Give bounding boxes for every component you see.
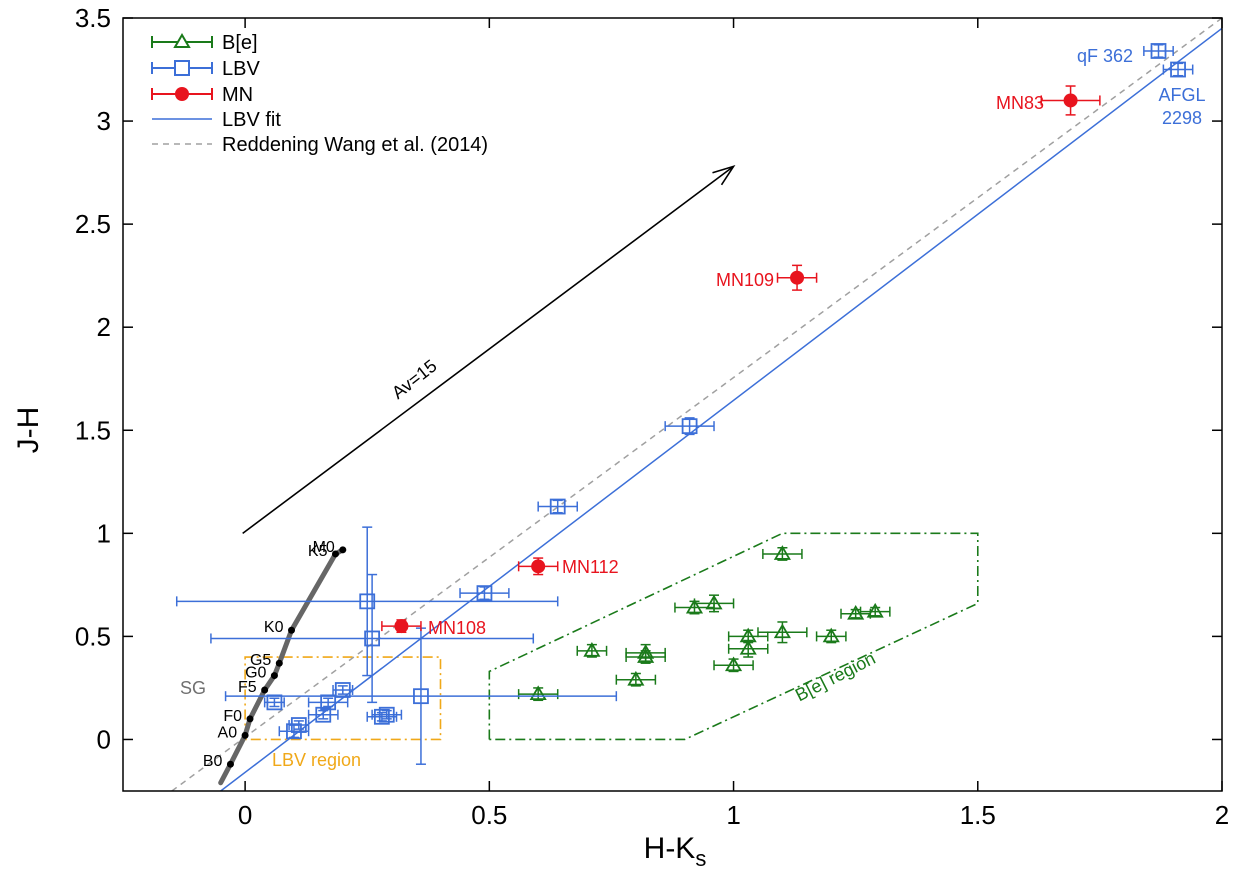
be-point-14	[859, 602, 891, 618]
x-tick-label: 1.5	[960, 800, 996, 830]
reddening-line	[171, 18, 1222, 791]
lbv-point-2	[288, 717, 310, 733]
annotation-lbv-region: LBV region	[272, 750, 361, 770]
sg-label-f5: F5	[238, 679, 257, 696]
legend-entry-mn: MN	[151, 84, 253, 106]
x-tick-label: 0	[238, 800, 252, 830]
sg-label-f0: F0	[223, 708, 242, 725]
y-tick-label: 0.5	[75, 621, 111, 651]
extinction-vector	[242, 165, 735, 534]
sg-sequence-line	[218, 547, 346, 786]
be-point-9	[727, 639, 769, 658]
sg-point-k5	[331, 550, 339, 558]
be-point-12	[815, 627, 847, 644]
annotation-mn109: MN109	[716, 270, 774, 290]
be-point-7	[713, 656, 754, 673]
be-point-1	[576, 642, 608, 658]
mn-point-1	[517, 557, 559, 576]
extinction-vector-label: Av=15	[388, 356, 441, 403]
legend-label-reddening: Reddening Wang et al. (2014)	[222, 134, 488, 156]
be-point-13	[840, 604, 872, 620]
sg-label-b0: B0	[203, 753, 223, 770]
sg-point-g5	[275, 659, 283, 667]
legend: B[e] LBV MN LBV fit Reddening Wang et al…	[151, 32, 488, 156]
lbv-point-9	[371, 706, 403, 723]
lbv-point-12	[537, 498, 579, 515]
y-tick-label: 0	[97, 724, 111, 754]
y-tick-label: 1.5	[75, 415, 111, 445]
sg-point-g0	[270, 672, 278, 680]
sg-label-k5: K5	[308, 543, 328, 560]
annotation-mn112: MN112	[562, 557, 619, 577]
legend-entry-reddening: Reddening Wang et al. (2014)	[152, 134, 488, 156]
sg-label-a0: A0	[218, 724, 238, 741]
lbv-point-15	[1162, 61, 1194, 78]
lbv-point-0	[263, 694, 285, 711]
lbv-point-11	[459, 585, 510, 602]
sg-label-g5: G5	[250, 652, 271, 669]
annotation-qf362: qF 362	[1077, 46, 1133, 66]
be-point-4	[625, 648, 666, 664]
legend-label-lbv: LBV	[222, 58, 260, 80]
legend-label-lbv-fit: LBV fit	[222, 109, 281, 131]
legend-label-mn: MN	[222, 84, 253, 106]
lbv-point-3	[307, 706, 339, 723]
annotation-be-region: B[e] region	[792, 648, 879, 705]
be-point-2	[615, 670, 657, 687]
lbv-point-5	[332, 682, 354, 698]
sg-label-m0: M0	[313, 539, 335, 556]
be-region-outline	[488, 532, 979, 741]
legend-label-be: B[e]	[222, 32, 258, 54]
annotation-mn83: MN83	[996, 93, 1044, 113]
lbv-point-6	[175, 526, 559, 677]
y-tick-label: 3.5	[75, 3, 111, 33]
sg-point-b0	[226, 760, 234, 768]
sg-label-k0: K0	[264, 619, 284, 636]
be-point-0	[517, 685, 559, 702]
lbv-point-14	[1143, 43, 1174, 59]
be-point-10	[757, 621, 808, 644]
lbv-point-7	[210, 573, 535, 704]
y-tick-label: 3	[97, 106, 111, 136]
extinction-vector-head	[712, 165, 736, 186]
mn-point-0	[381, 619, 422, 634]
mn-point-3	[1040, 85, 1101, 116]
y-tick-label: 2.5	[75, 209, 111, 239]
legend-entry-lbv-fit: LBV fit	[152, 109, 281, 131]
sg-point-f5	[261, 686, 269, 694]
y-tick-label: 2	[97, 312, 111, 342]
annotation-mn108: MN108	[428, 618, 486, 638]
annotation-sg: SG	[180, 678, 206, 698]
legend-entry-be: B[e]	[151, 32, 258, 54]
x-tick-label: 0.5	[471, 800, 507, 830]
x-tick-label: 1	[726, 800, 740, 830]
lbv-fit-line	[220, 27, 1222, 791]
plot-frame	[122, 17, 1223, 792]
annotation-afgl: AFGL	[1158, 85, 1205, 105]
annotation-2298: 2298	[1162, 108, 1202, 128]
legend-entry-lbv: LBV	[151, 58, 260, 80]
sg-point-f0	[246, 715, 254, 723]
mn-point-2	[776, 264, 818, 291]
x-axis-label: H-Ks	[644, 832, 707, 871]
lbv-region-outline	[244, 656, 442, 741]
lbv-point-10	[224, 627, 618, 765]
y-tick-label: 1	[97, 518, 111, 548]
x-tick-label: 2	[1215, 800, 1229, 830]
lbv-point-13	[664, 417, 715, 436]
sg-point-k0	[288, 626, 296, 634]
sg-label-g0: G0	[245, 665, 266, 682]
be-point-6	[693, 594, 735, 613]
be-point-11	[762, 545, 803, 561]
sg-point-m0	[339, 546, 347, 554]
y-axis-label: J-H	[12, 407, 45, 454]
lbv-point-4	[307, 694, 349, 711]
sg-point-a0	[241, 731, 249, 739]
